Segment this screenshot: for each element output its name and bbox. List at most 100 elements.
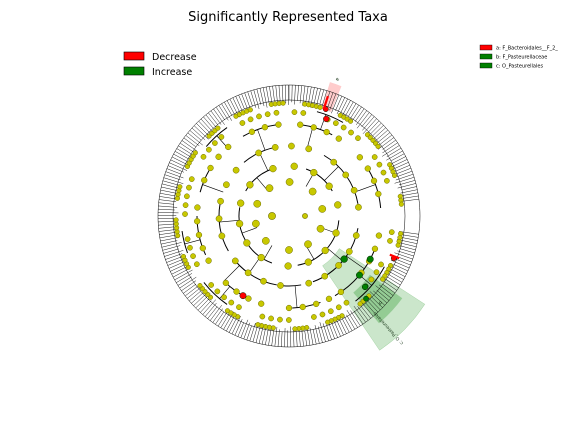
taxon-node [305, 145, 313, 153]
taxon-node [310, 168, 318, 177]
taxon-node [252, 219, 260, 228]
taxon-node [371, 245, 379, 252]
leaf-spoke [335, 96, 343, 111]
leaf-spoke [187, 132, 203, 146]
leaf-spoke [361, 114, 372, 128]
decrease-marker-1 [389, 253, 400, 260]
leaf-spoke [313, 88, 318, 105]
legend-label-decrease: Decrease [152, 52, 197, 63]
leaf-spoke [397, 250, 414, 257]
ring-arc-3-7 [292, 301, 321, 309]
inner-boundary [172, 99, 406, 333]
taxon-node [370, 177, 378, 184]
leaf-spoke [203, 116, 215, 130]
taxon-node [316, 224, 325, 233]
taxon-node [187, 244, 193, 251]
figure-title: Significantly Represented Taxa [188, 10, 388, 25]
leaf-spoke [208, 112, 218, 125]
leaf-spoke [174, 151, 190, 160]
leaf-spoke [174, 269, 193, 281]
leaf-spoke [246, 325, 252, 341]
taxon-node [218, 134, 225, 140]
leaf-spoke [326, 324, 332, 340]
leaf-spoke [181, 140, 198, 152]
clade-label-b: b: F_Pasteurellaceae [496, 55, 547, 61]
taxon-node [255, 322, 261, 328]
taxon-node [182, 202, 189, 208]
leaf-spoke [388, 271, 404, 280]
taxon-node [177, 184, 183, 190]
taxon-node [200, 153, 207, 160]
leaf-spoke [390, 259, 410, 269]
leaf-spoke [166, 168, 181, 175]
leaf-spoke [399, 236, 418, 241]
taxon-node [239, 120, 246, 126]
leaf-spoke [304, 330, 308, 346]
leaf-spoke [212, 308, 223, 323]
leaf-spoke [395, 174, 414, 181]
taxon-node [368, 276, 375, 283]
leaf-spoke [159, 199, 177, 202]
taxon-node [305, 279, 313, 287]
taxon-node [343, 299, 350, 306]
taxon-node [286, 317, 292, 323]
main-legend: Decrease Increase [123, 51, 197, 78]
leaf-spoke [360, 301, 374, 317]
taxon-node [215, 153, 222, 160]
leaf-spoke [394, 252, 413, 260]
leaf-spoke [307, 86, 312, 105]
leaf-spoke [331, 94, 340, 114]
leaf-spoke [386, 147, 402, 157]
branch-12 [354, 184, 376, 193]
leaf-spoke [177, 276, 192, 286]
taxon-node [310, 124, 317, 131]
leaf-spoke [364, 301, 376, 315]
node-root [268, 212, 276, 220]
branch-14 [294, 285, 298, 308]
outer-boundary [157, 84, 421, 348]
taxon-node [277, 282, 284, 289]
leaf-spoke [400, 248, 415, 254]
taxon-node [218, 232, 226, 240]
taxon-node [387, 238, 393, 244]
legend-swatch-increase [123, 66, 145, 76]
taxon-node [173, 217, 179, 223]
leaf-spoke [221, 103, 232, 121]
taxon-node [212, 140, 218, 146]
leaf-spoke [356, 112, 370, 129]
taxon-node [327, 308, 334, 315]
taxon-node [376, 161, 383, 168]
decrease-marker-0 [322, 95, 329, 110]
leaf-spoke [295, 330, 298, 347]
branch-6 [324, 166, 339, 181]
wedge-label-b: b [377, 299, 383, 306]
leaf-spoke [355, 108, 365, 122]
leaf-spoke [158, 208, 175, 211]
leaf-spoke [319, 89, 325, 105]
leaf-spoke [207, 306, 218, 319]
taxon-node [335, 262, 342, 269]
taxon-node [255, 149, 262, 157]
leaf-spoke [297, 85, 299, 101]
leaf-spoke [387, 276, 401, 286]
taxon-node [304, 258, 312, 266]
leaf-spoke [284, 328, 286, 347]
taxon-node [206, 146, 212, 153]
taxon-node [258, 300, 265, 307]
leaf-spoke [241, 93, 249, 110]
taxon-node [180, 253, 187, 260]
leaf-spoke [220, 313, 230, 328]
leaf-spoke [309, 327, 314, 345]
leaf-spoke [183, 137, 197, 148]
leaf-spoke [336, 97, 345, 115]
taxon-node [247, 116, 254, 123]
taxon-node [236, 304, 242, 311]
leaf-spoke [198, 120, 212, 135]
leaf-spoke [394, 162, 409, 169]
taxon-node [352, 232, 360, 239]
leaf-spoke [305, 86, 309, 103]
taxon-node [245, 295, 252, 302]
taxon-node [201, 177, 208, 184]
taxon-node [205, 257, 212, 264]
taxon-node [231, 257, 239, 265]
